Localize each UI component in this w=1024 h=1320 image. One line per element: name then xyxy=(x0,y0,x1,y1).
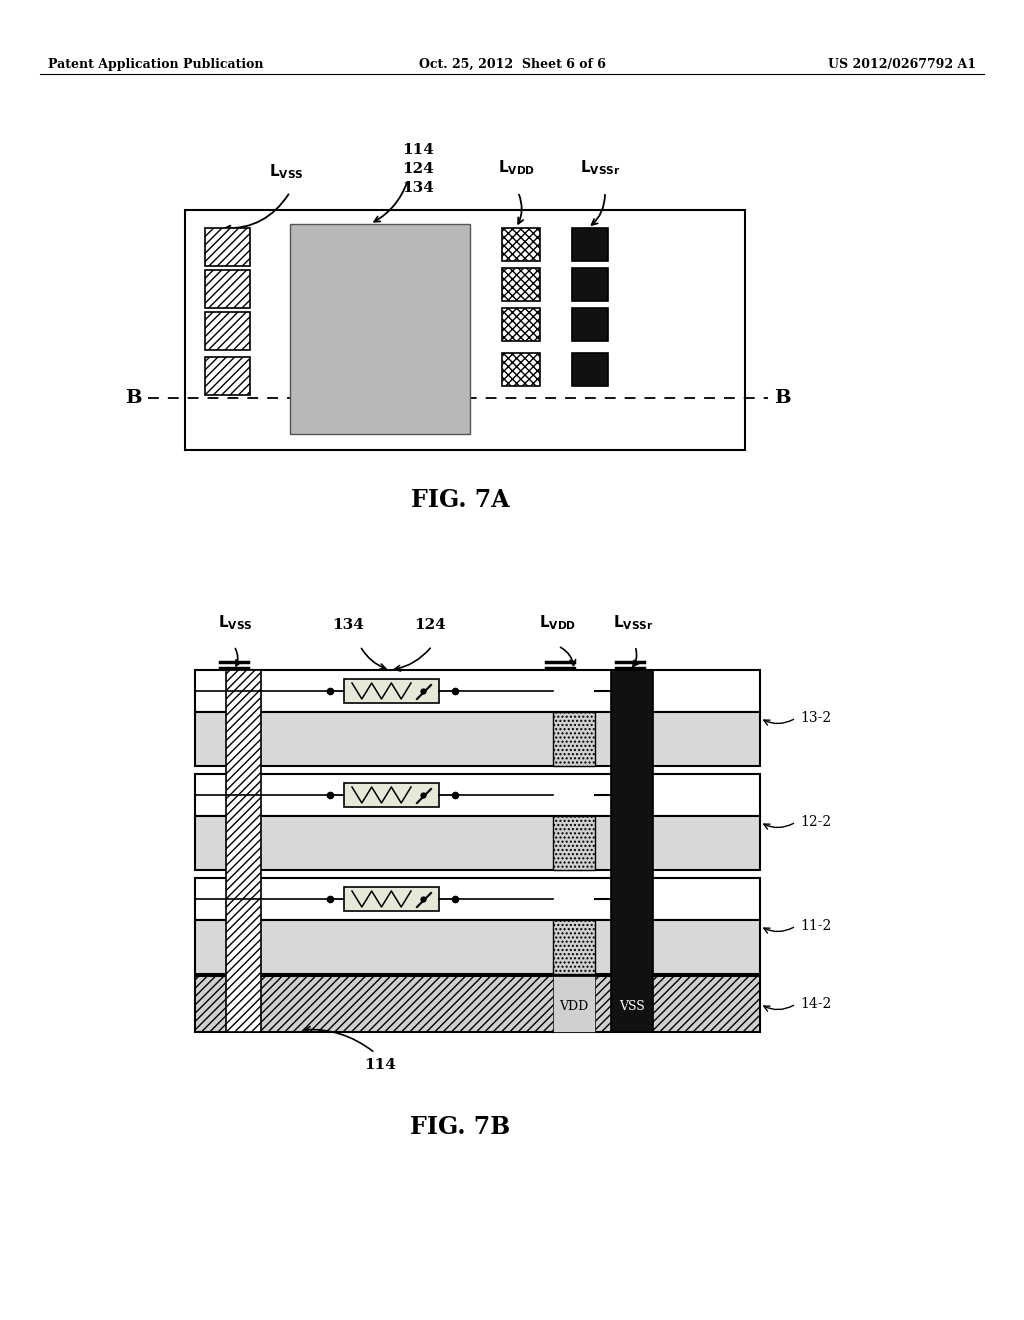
Text: 13-2: 13-2 xyxy=(800,711,831,725)
Text: $\mathbf{L}_{\mathbf{VSS}}$: $\mathbf{L}_{\mathbf{VSS}}$ xyxy=(218,614,252,632)
Text: 134: 134 xyxy=(332,618,364,632)
Bar xyxy=(553,711,595,766)
Bar xyxy=(553,920,595,974)
Bar xyxy=(502,268,540,301)
Text: 14-2: 14-2 xyxy=(800,997,831,1011)
Bar xyxy=(195,671,760,711)
Text: B: B xyxy=(774,389,791,407)
Bar xyxy=(226,671,261,1032)
Bar xyxy=(553,816,595,870)
Bar xyxy=(195,816,760,870)
Text: 134: 134 xyxy=(402,181,434,195)
Text: 124: 124 xyxy=(414,618,445,632)
Bar xyxy=(344,678,439,704)
Bar xyxy=(572,268,608,301)
Bar xyxy=(611,671,653,1032)
Text: 114: 114 xyxy=(402,143,434,157)
Bar xyxy=(205,356,250,395)
Bar xyxy=(502,308,540,341)
Bar xyxy=(195,975,760,1032)
Bar xyxy=(195,816,760,870)
Bar xyxy=(572,308,608,341)
Text: FIG. 7B: FIG. 7B xyxy=(410,1115,510,1139)
Text: 11-2: 11-2 xyxy=(800,919,831,933)
Text: B: B xyxy=(125,389,142,407)
Bar xyxy=(290,224,470,434)
Text: VSS: VSS xyxy=(620,1001,645,1014)
Bar xyxy=(205,312,250,350)
Text: FIG. 7A: FIG. 7A xyxy=(411,488,509,512)
Text: US 2012/0267792 A1: US 2012/0267792 A1 xyxy=(828,58,976,71)
Bar xyxy=(195,711,760,766)
Bar xyxy=(205,228,250,267)
Bar xyxy=(195,878,760,920)
Text: $\mathbf{L}_{\mathbf{VSSr}}$: $\mathbf{L}_{\mathbf{VSSr}}$ xyxy=(612,614,653,632)
Text: 12-2: 12-2 xyxy=(800,814,831,829)
Bar xyxy=(553,975,595,1032)
Text: 114: 114 xyxy=(365,1059,396,1072)
Bar xyxy=(195,774,760,816)
Bar xyxy=(195,920,760,974)
Bar xyxy=(195,711,760,766)
Bar xyxy=(572,228,608,261)
Text: 124: 124 xyxy=(402,162,434,176)
Bar xyxy=(502,228,540,261)
Text: Oct. 25, 2012  Sheet 6 of 6: Oct. 25, 2012 Sheet 6 of 6 xyxy=(419,58,605,71)
Text: $\mathbf{L}_{\mathbf{VDD}}$: $\mathbf{L}_{\mathbf{VDD}}$ xyxy=(540,614,577,632)
Bar xyxy=(502,352,540,385)
Text: Patent Application Publication: Patent Application Publication xyxy=(48,58,263,71)
Bar xyxy=(185,210,745,450)
Text: $\mathbf{L}_{\mathbf{VSS}}$: $\mathbf{L}_{\mathbf{VSS}}$ xyxy=(268,162,303,181)
Bar xyxy=(195,920,760,974)
Bar xyxy=(344,887,439,911)
Bar xyxy=(205,271,250,308)
Bar xyxy=(344,783,439,807)
Text: $\mathbf{L}_{\mathbf{VSSr}}$: $\mathbf{L}_{\mathbf{VSSr}}$ xyxy=(580,158,621,177)
Text: $\mathbf{L}_{\mathbf{VDD}}$: $\mathbf{L}_{\mathbf{VDD}}$ xyxy=(499,158,536,177)
Bar xyxy=(572,352,608,385)
Text: VDD: VDD xyxy=(559,1001,589,1014)
